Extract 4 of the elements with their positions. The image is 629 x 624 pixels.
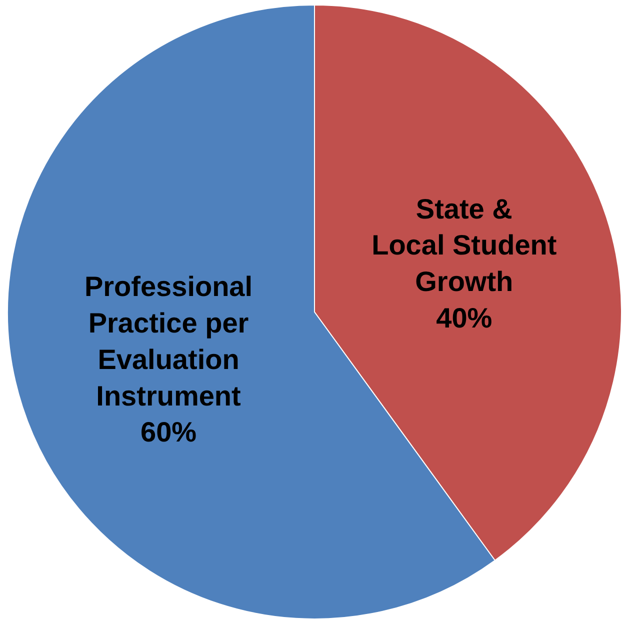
slice-label: State & Local Student Growth [372, 193, 557, 298]
slice-label: Professional Practice per Evaluation Instrument [84, 271, 253, 412]
data-label: 60% [140, 416, 197, 448]
data-label: 40% [436, 302, 492, 334]
